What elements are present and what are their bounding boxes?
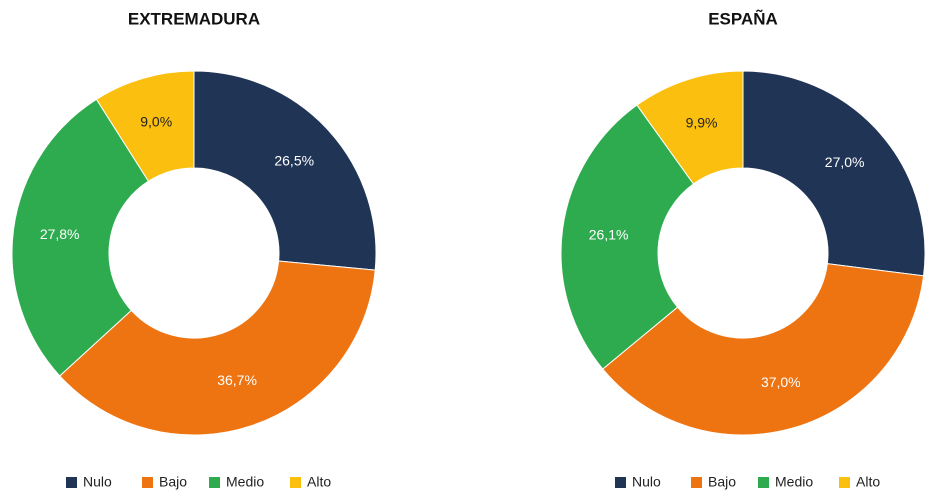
- legend-swatch: [758, 477, 769, 488]
- legend-swatch: [691, 477, 702, 488]
- legend-label: Medio: [775, 474, 813, 490]
- donut-slice: [636, 70, 744, 185]
- data-label: 9,0%: [140, 114, 172, 130]
- legend-label: Bajo: [708, 474, 736, 490]
- legend-swatch: [142, 477, 153, 488]
- data-label: 26,5%: [274, 153, 314, 169]
- donut-slice: [560, 104, 695, 370]
- legend-swatch: [839, 477, 850, 488]
- legend-swatch: [66, 477, 77, 488]
- data-label: 26,1%: [589, 226, 629, 242]
- donut-slice: [95, 70, 195, 182]
- donut-slice: [602, 263, 925, 436]
- legend-label: Nulo: [632, 474, 661, 490]
- legend-label: Nulo: [83, 474, 112, 490]
- donut-slice: [742, 70, 925, 277]
- legend-label: Alto: [856, 474, 880, 490]
- legend-swatch: [615, 477, 626, 488]
- legend-label: Medio: [226, 474, 264, 490]
- data-label: 36,7%: [217, 372, 257, 388]
- chart-title: EXTREMADURA: [128, 9, 260, 28]
- legend-label: Bajo: [159, 474, 187, 490]
- data-label: 27,8%: [40, 226, 80, 242]
- donut-slice: [59, 260, 376, 436]
- donut-slice: [193, 70, 377, 271]
- legend-swatch: [209, 477, 220, 488]
- legend-label: Alto: [307, 474, 331, 490]
- data-label: 9,9%: [686, 115, 718, 131]
- chart-title: ESPAÑA: [708, 8, 778, 28]
- legend-swatch: [290, 477, 301, 488]
- data-label: 27,0%: [825, 154, 865, 170]
- donut-slice: [11, 98, 150, 377]
- data-label: 37,0%: [761, 374, 801, 390]
